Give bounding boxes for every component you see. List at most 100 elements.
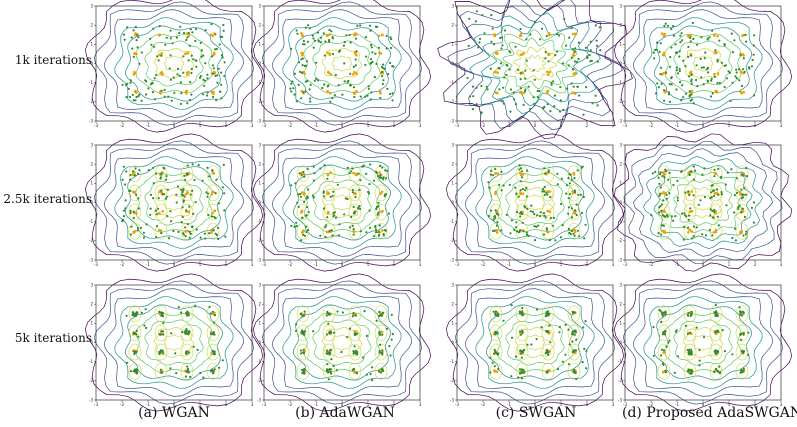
generated-point [573,333,576,336]
generated-point [535,337,538,341]
real-point [661,171,664,174]
y-tick-label: -1 [257,80,261,85]
generated-point [154,209,157,212]
real-point [548,210,552,213]
generated-point [140,99,143,102]
generated-point [301,315,304,318]
generated-point [742,193,745,196]
generated-point [544,172,547,175]
generated-point [304,90,307,93]
generated-point [374,226,377,229]
x-tick-label: 1 [367,262,370,267]
y-tick-label: -3 [257,257,261,262]
generated-point [680,170,683,173]
mode-contour [374,305,388,323]
generated-point [519,71,522,74]
generated-point [518,164,521,167]
generated-point [568,36,571,39]
generated-point [350,215,353,218]
generated-point [652,354,655,357]
generated-point [556,50,559,53]
real-point [573,228,576,232]
generated-point [594,24,597,27]
generated-point [223,192,226,195]
contour-line [469,12,601,115]
generated-point [578,94,581,97]
generated-point [290,184,293,187]
generated-point [206,73,209,76]
generated-point [701,173,704,176]
generated-point [716,215,719,218]
contour-line [262,280,422,405]
generated-point [303,200,306,203]
real-point [663,229,666,233]
contour-line [84,133,264,272]
generated-point [166,188,169,191]
y-tick-label: -3 [89,118,93,123]
generated-point [718,365,721,368]
mode-contour [489,324,503,342]
generated-point [133,352,136,356]
real-point [662,51,666,55]
generated-point [572,85,575,88]
generated-point [570,207,573,210]
contour-line [135,172,213,233]
real-point [522,92,525,95]
axes-frame [263,5,421,122]
generated-point [379,314,383,317]
generated-point [521,221,524,224]
generated-point [660,321,663,324]
generated-point [366,94,369,97]
generated-point [187,370,190,373]
contour-line [282,17,402,110]
generated-point [212,321,216,324]
generated-point [166,215,169,218]
generated-point [125,84,128,87]
generated-point [717,224,720,227]
generated-point [498,183,501,186]
generated-point [348,327,352,330]
generated-point [546,193,549,196]
generated-point [300,97,303,100]
generated-point [752,221,755,224]
generated-point [586,56,589,60]
generated-point [518,229,522,232]
generated-point [381,82,384,86]
real-point [210,231,213,234]
generated-point [577,41,580,44]
generated-point [682,96,685,99]
generated-point [308,88,311,91]
x-tick-label: -1 [507,262,511,267]
generated-point [185,38,188,42]
generated-point [319,167,322,170]
generated-point [338,223,341,226]
mode-contour [515,305,529,323]
y-tick-label: 0 [258,200,261,205]
generated-point [223,209,226,212]
generated-point [382,369,385,372]
generated-point [514,45,517,48]
contour-line [84,273,264,412]
generated-point [132,216,135,219]
generated-point [333,331,336,334]
generated-point [175,201,178,204]
generated-point [375,170,378,173]
generated-point [740,350,743,353]
generated-point [313,39,316,42]
generated-point [215,233,219,237]
contour-line [114,296,234,389]
generated-point [589,49,592,52]
x-tick-label: -1 [675,402,679,407]
real-point [662,370,666,374]
generated-point [520,368,523,371]
generated-point [691,21,694,25]
axes-frame [456,144,614,261]
generated-point [349,72,352,75]
generated-point [478,41,481,44]
generated-point [735,177,739,180]
contour-line [321,47,363,80]
generated-point [557,34,561,37]
generated-point [384,229,387,232]
generated-point [682,59,685,62]
real-point [186,229,190,233]
